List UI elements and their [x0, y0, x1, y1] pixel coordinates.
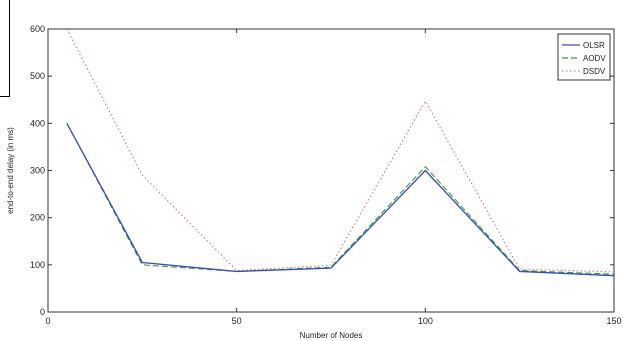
legend-label: DSDV: [583, 67, 606, 76]
legend-label: OLSR: [583, 41, 605, 50]
series-line-olsr: [66, 123, 615, 277]
plot-area-box: [47, 28, 615, 313]
x-tick-label: 100: [418, 316, 433, 326]
legend: OLSR AODV DSDV: [557, 33, 611, 81]
y-tick-label: 600: [30, 24, 45, 34]
y-tick-label: 400: [30, 118, 45, 128]
y-tick-label: 0: [40, 307, 45, 317]
x-tick-label: 0: [45, 316, 50, 326]
y-axis-title: end-to-end delay (in ms): [6, 127, 15, 214]
y-tick-label: 200: [30, 213, 45, 223]
y-tick-label: 100: [30, 260, 45, 270]
y-tick-label: 500: [30, 71, 45, 81]
series-lines: [66, 28, 615, 277]
x-tick-label: 150: [606, 316, 621, 326]
y-tick-label: 300: [30, 166, 45, 176]
legend-label: AODV: [583, 54, 606, 63]
x-axis-title: Number of Nodes: [300, 331, 363, 340]
legend-box: [557, 33, 611, 81]
x-tick-label: 50: [232, 316, 242, 326]
series-line-dsdv: [66, 28, 615, 273]
axes: 0 100 200 300 400 500 600 0 50 100 150: [30, 24, 622, 326]
cropped-frame-corner: [0, 0, 10, 97]
